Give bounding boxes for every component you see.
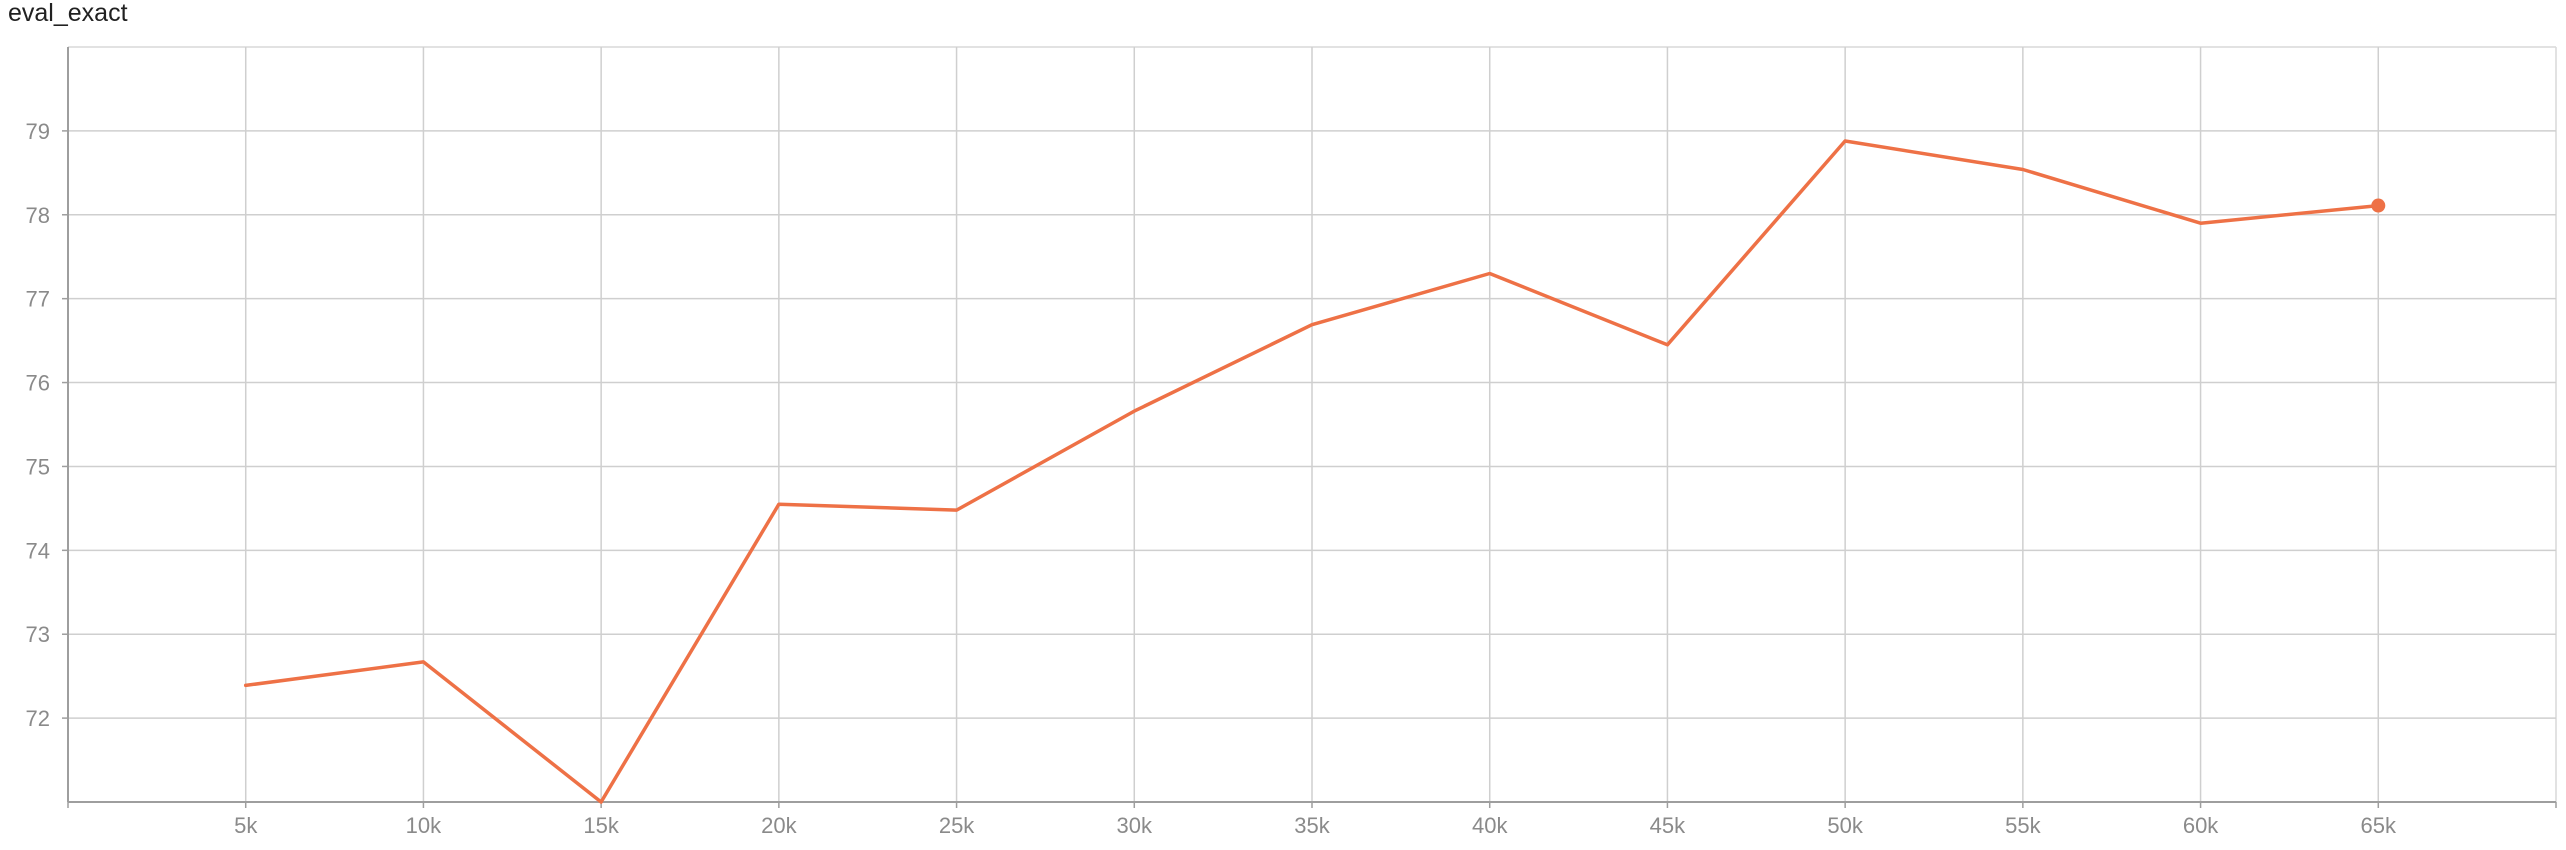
x-tick-label: 45k [1650,813,1686,838]
axes [62,47,2557,808]
y-tick-label: 75 [26,454,50,479]
series [243,139,2386,804]
x-tick-label: 65k [2361,813,2397,838]
x-tick-label: 30k [1117,813,1153,838]
y-tick-label: 79 [26,119,50,144]
x-tick-label: 50k [1827,813,1863,838]
grid [68,46,2557,802]
x-tick-label: 20k [761,813,797,838]
tick-labels: 5k 10k 15k 20k 25k 30k 35k 40k 45k 50k 55k 60k 65k 72… [26,119,2397,838]
chart-title: eval_exact [8,0,128,27]
y-tick-label: 72 [26,706,50,731]
y-tick-label: 73 [26,622,50,647]
x-tick-label: 35k [1294,813,1330,838]
x-tick-label: 10k [406,813,442,838]
series-last-point [2371,198,2386,213]
series-line [243,139,2381,804]
x-tick-label: 5k [234,813,258,838]
x-tick-label: 40k [1472,813,1508,838]
x-tick-label: 55k [2005,813,2041,838]
x-tick-label: 15k [583,813,619,838]
x-tick-label: 25k [939,813,975,838]
y-tick-label: 78 [26,203,50,228]
y-tick-label: 74 [26,538,50,563]
y-tick-label: 77 [26,287,50,312]
y-tick-label: 76 [26,371,50,396]
x-tick-label: 60k [2183,813,2219,838]
